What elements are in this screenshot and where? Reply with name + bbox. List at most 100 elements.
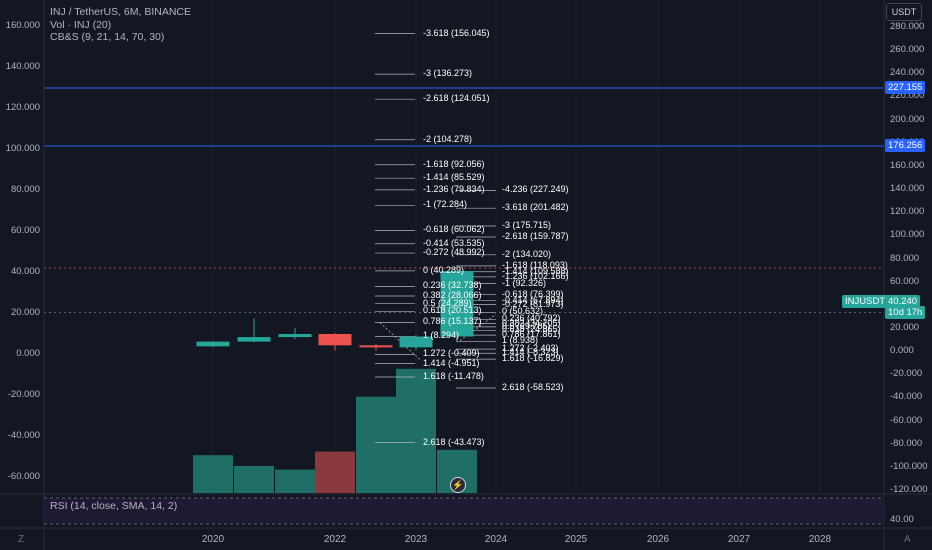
symbol-tag: INJUSDT	[842, 295, 889, 308]
rsi-axis-label: 40.00	[890, 514, 914, 525]
fib-level-label: 0.236 (40.792)	[502, 313, 561, 324]
right-axis-tick: -20.000	[890, 368, 923, 380]
fib-level-label: -2 (134.020)	[502, 248, 552, 259]
right-axis-tick: 240.000	[890, 67, 925, 79]
right-axis-tick: -120.000	[890, 484, 928, 495]
fib-level-label: -1.618 (92.056)	[423, 158, 485, 169]
right-axis-tick: -80.000	[890, 437, 923, 449]
right-axis-tick: 200.000	[890, 113, 925, 125]
candle-body	[440, 271, 474, 337]
left-axis-tick: 80.000	[10, 184, 40, 195]
right-axis-tick: -100.000	[890, 460, 928, 472]
right-axis-tick: 60.000	[890, 275, 920, 287]
price-tag-176: 176.256	[885, 139, 926, 152]
right-axis-tick: 160.000	[890, 159, 925, 171]
time-axis-tick: 2022	[323, 534, 347, 545]
left-axis-tick: 120.000	[5, 102, 40, 113]
right-axis-tick: 120.000	[890, 206, 925, 218]
fib-level-label: -1 (72.284)	[423, 199, 468, 210]
candle-body	[399, 336, 433, 348]
right-axis-tick: -60.000	[890, 414, 923, 426]
candle-body	[278, 334, 312, 338]
rsi-legend[interactable]: RSI (14, close, SMA, 14, 2)	[50, 500, 178, 512]
volume-bar	[315, 451, 355, 493]
fib-level-label: -1.414 (109.588)	[502, 265, 569, 276]
left-axis-tick: 100.000	[5, 143, 40, 154]
right-axis-tick: 20.000	[890, 321, 920, 333]
fib-level-label: -3 (175.715)	[502, 219, 552, 230]
fib-level-label: -1.236 (79.834)	[423, 183, 485, 194]
time-axis-tick: 2028	[808, 534, 832, 545]
left-axis-tick: 40.000	[10, 266, 40, 277]
time-axis-tick: 2023	[404, 534, 428, 545]
left-axis-tick: 160.000	[5, 20, 40, 31]
fib-level-label: 1.414 (-4.951)	[423, 357, 480, 368]
timezone-icon[interactable]: Z	[18, 534, 25, 545]
left-axis-tick: -20.000	[7, 389, 40, 400]
auto-scale-icon[interactable]: A	[904, 534, 911, 545]
volume-legend[interactable]: Vol · INJ (20)	[50, 19, 112, 31]
fib-level-label: 1 (8.938)	[502, 335, 539, 346]
fib-level-label: 0.382 (34.705)	[502, 317, 561, 328]
volume-bar	[275, 469, 315, 493]
right-axis-tick: 220.000	[890, 90, 925, 102]
fib-level-label: 2.618 (-58.523)	[502, 381, 564, 392]
flash-icon[interactable]: ⚡	[450, 477, 466, 493]
candle-body	[359, 345, 393, 348]
time-axis-tick: 2027	[727, 534, 751, 545]
cbs-legend[interactable]: CB&S (9, 21, 14, 70, 30)	[50, 31, 165, 43]
countdown-tag: 10d 17h	[885, 306, 926, 319]
fib-level-label: -4.236 (227.249)	[502, 184, 569, 195]
symbol-legend[interactable]: INJ / TetherUS, 6M, BINANCE	[50, 6, 192, 18]
fib-level-label: 0.618 (20.513)	[423, 305, 482, 316]
fib-level-label: -0.618 (76.399)	[502, 288, 564, 299]
left-axis-tick: 20.000	[10, 307, 40, 318]
fib-level-label: 1.272 (-2.403)	[502, 343, 559, 354]
fib-level-label: -0.272 (48.992)	[423, 247, 485, 258]
fib-level-label: 0.5 (29.785)	[502, 320, 551, 331]
currency-button[interactable]: USDT	[886, 3, 922, 21]
fib-level-label: -0.272 (61.973)	[502, 298, 564, 309]
fib-level-label: 1.618 (-11.478)	[423, 371, 484, 382]
right-axis-tick: 80.000	[890, 252, 920, 264]
fib-level-label: 2.618 (-43.473)	[423, 436, 485, 447]
candle-body	[196, 341, 230, 347]
fib-level-label: -1 (92.326)	[502, 277, 547, 288]
fib-level-label: -1.236 (102.166)	[502, 270, 569, 281]
volume-bar	[356, 396, 396, 493]
fib-trend-line	[459, 313, 497, 341]
volume-bar	[234, 466, 274, 493]
fib-level-label: -0.414 (53.535)	[423, 237, 485, 248]
fib-level-label: -0.414 (67.894)	[502, 294, 564, 305]
fib-level-label: -3 (136.273)	[423, 68, 473, 79]
fib-level-label: -2 (104.278)	[423, 133, 473, 144]
fib-level-label: 0 (50.632)	[502, 306, 544, 317]
left-axis-tick: -60.000	[7, 471, 40, 482]
time-axis-tick: 2026	[646, 534, 670, 545]
fib-level-label: 1.414 (-8.323)	[502, 347, 559, 358]
price-tag-227: 227.155	[885, 81, 926, 94]
fib-trend-line	[379, 322, 421, 360]
fib-level-label: 0.382 (28.066)	[423, 289, 482, 300]
right-axis-tick: 280.000	[890, 21, 925, 32]
left-axis-tick: 140.000	[5, 61, 40, 72]
right-axis-tick: 0.000	[890, 345, 914, 357]
fib-level-label: -2.618 (124.051)	[423, 93, 490, 104]
fib-level-label: -0.618 (60.062)	[423, 224, 485, 235]
fib-level-label: 0.786 (17.861)	[502, 329, 561, 340]
right-axis-tick: 260.000	[890, 44, 925, 56]
fib-level-label: 1 (8.294)	[423, 330, 460, 341]
fib-level-label: 0 (40.289)	[423, 264, 465, 275]
right-axis-tick: 140.000	[890, 183, 925, 195]
left-axis-tick: 60.000	[10, 225, 40, 236]
fib-level-label: 1.272 (-0.409)	[423, 348, 480, 359]
fib-level-label: 0.236 (32.738)	[423, 280, 482, 291]
candle-body	[318, 334, 352, 346]
rsi-band	[44, 498, 884, 524]
candle-body	[237, 337, 271, 342]
fib-level-label: -2.618 (159.787)	[502, 231, 569, 241]
time-axis-tick: 2020	[201, 534, 225, 545]
volume-bar	[396, 368, 436, 493]
fib-level-label: 0.786 (15.137)	[423, 316, 482, 327]
